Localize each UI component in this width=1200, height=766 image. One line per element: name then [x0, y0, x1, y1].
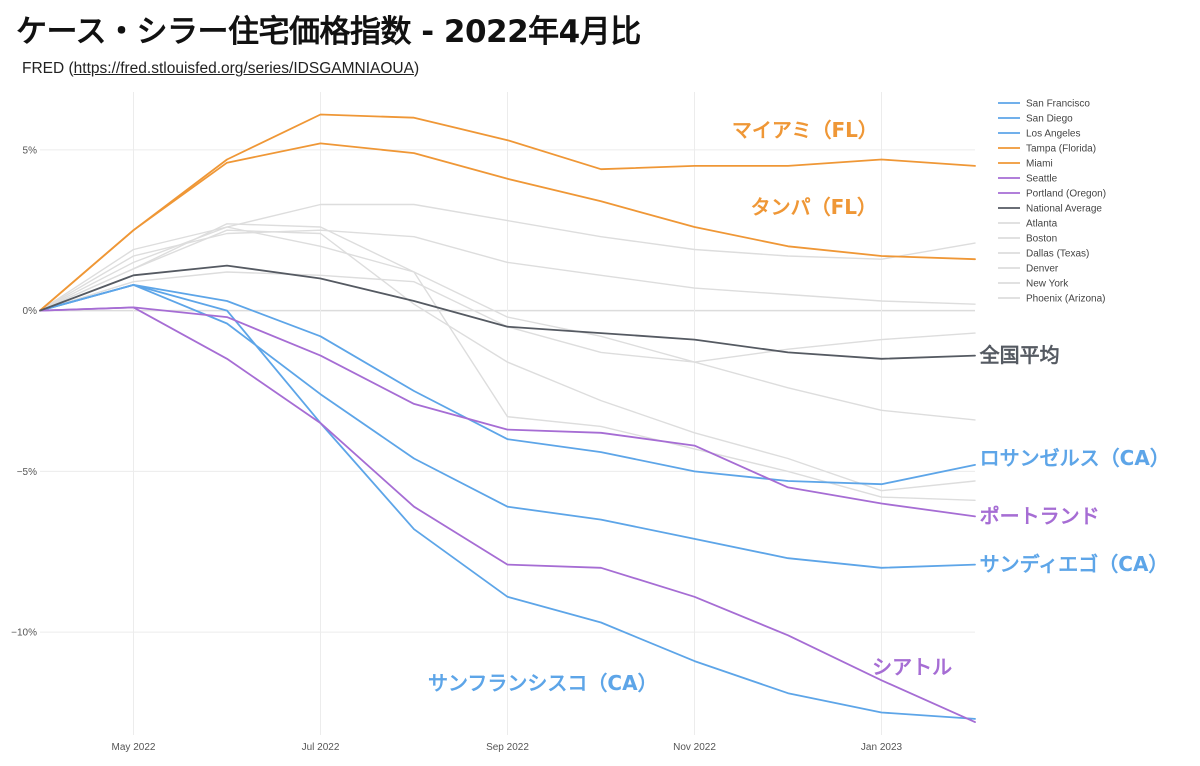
chart-source: FRED (https://fred.stlouisfed.org/series…: [22, 60, 419, 78]
legend-label-los-angeles: Los Angeles: [1026, 129, 1081, 140]
source-prefix: FRED (: [22, 60, 74, 77]
annotation-label: サンディエゴ（CA）: [980, 552, 1169, 576]
legend-label-denver: Denver: [1026, 264, 1059, 275]
legend-label-seattle: Seattle: [1026, 174, 1058, 185]
y-tick-label: −5%: [17, 467, 37, 478]
series-line-miami: [39, 113, 976, 312]
series-line-tampa-florida: [39, 142, 976, 312]
legend-label-dallas-texas: Dallas (Texas): [1026, 249, 1089, 260]
annotation-label: マイアミ（FL）: [732, 118, 878, 142]
series-line-phoenix-arizona: [39, 223, 976, 501]
y-axis: 5% 0% −5% −10%: [11, 145, 37, 638]
y-tick-label: −10%: [11, 628, 37, 639]
series-line-san-francisco: [39, 283, 976, 720]
x-tick-label: Jan 2023: [861, 742, 903, 753]
source-link[interactable]: https://fred.stlouisfed.org/series/IDSGA…: [73, 60, 414, 77]
annotation-label: シアトル: [872, 655, 952, 679]
legend-label-boston: Boston: [1026, 234, 1057, 245]
legend-label-new-york: New York: [1026, 279, 1069, 290]
legend: San Francisco San Diego Los Angeles Tampa (…: [998, 99, 1106, 305]
legend-label-atlanta: Atlanta: [1026, 219, 1058, 230]
x-tick-label: Sep 2022: [486, 742, 529, 753]
legend-label-portland-oregon: Portland (Oregon): [1026, 189, 1106, 200]
x-axis: May 2022 Jul 2022 Sep 2022 Nov 2022 Jan 2023: [112, 742, 903, 753]
series-line-portland-oregon: [39, 306, 976, 518]
series-lines: [39, 113, 976, 723]
annotation-label: ロサンゼルス（CA）: [980, 446, 1170, 470]
legend-label-phoenix-arizona: Phoenix (Arizona): [1026, 294, 1105, 305]
series-line-san-diego: [39, 283, 976, 569]
series-line-national-average: [39, 264, 976, 360]
series-line-los-angeles: [39, 283, 976, 486]
legend-label-tampa-florida: Tampa (Florida): [1026, 144, 1096, 155]
series-line-boston: [39, 229, 976, 312]
annotation-label: ポートランド: [980, 504, 1100, 528]
legend-label-national-average: National Average: [1026, 204, 1102, 215]
y-tick-label: 0%: [23, 306, 38, 317]
x-tick-label: Jul 2022: [302, 742, 340, 753]
annotation-label: 全国平均: [979, 343, 1060, 367]
x-tick-label: May 2022: [112, 742, 156, 753]
series-line-denver: [39, 229, 976, 492]
y-tick-label: 5%: [23, 145, 38, 156]
series-line-seattle: [39, 306, 976, 723]
annotation-label: サンフランシスコ（CA）: [428, 671, 658, 695]
legend-label-san-diego: San Diego: [1026, 114, 1073, 125]
series-line-atlanta: [39, 203, 976, 312]
legend-label-san-francisco: San Francisco: [1026, 99, 1090, 110]
legend-label-miami: Miami: [1026, 159, 1053, 170]
annotation-label: タンパ（FL）: [751, 195, 877, 219]
source-suffix: ): [413, 60, 420, 77]
grid-lines: [40, 92, 975, 735]
x-tick-label: Nov 2022: [673, 742, 716, 753]
chart-title: ケース・シラー住宅価格指数 - 2022年4月比: [16, 14, 641, 50]
